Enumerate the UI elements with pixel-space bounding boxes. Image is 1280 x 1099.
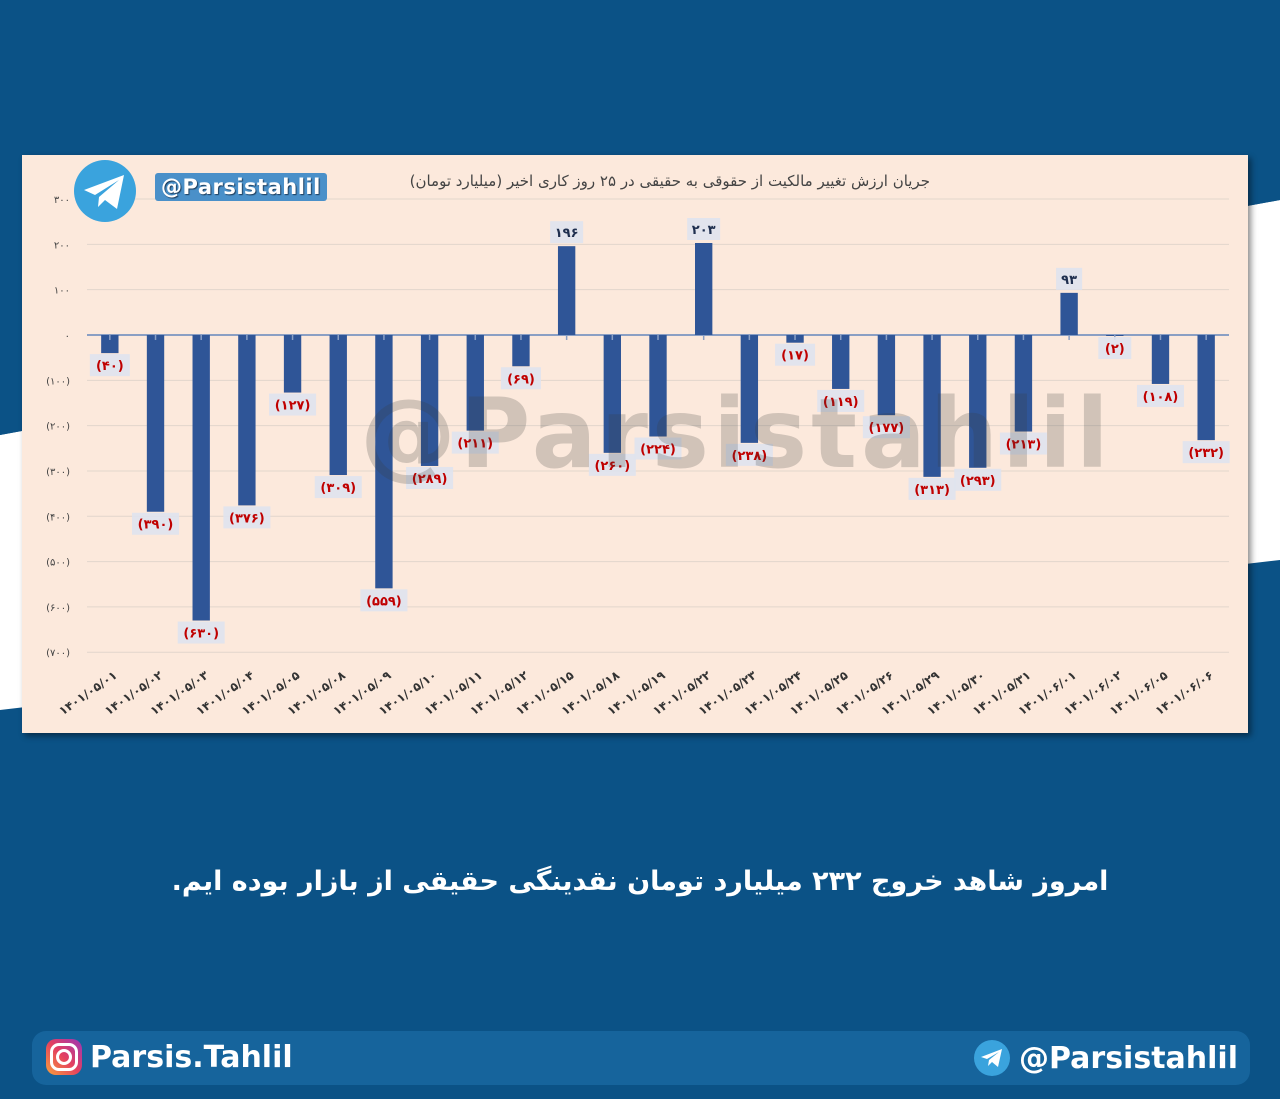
data-label: (۶۳۰): [183, 627, 219, 642]
footer-bar: Parsis.Tahlil @Parsistahlil: [32, 1031, 1250, 1085]
y-tick-label: (۲۰۰): [46, 422, 70, 433]
bar: [969, 335, 987, 468]
bar: [1060, 292, 1078, 335]
bar: [375, 335, 393, 589]
instagram-link[interactable]: Parsis.Tahlil: [46, 1039, 293, 1075]
data-label: (۶۹): [507, 372, 535, 387]
data-label-box: [406, 466, 454, 489]
data-label-box: [500, 367, 541, 390]
y-tick-label: (۷۰۰): [46, 648, 70, 659]
y-tick-label: (۶۰۰): [46, 603, 70, 614]
data-label-box: [360, 589, 408, 612]
instagram-icon: [46, 1039, 82, 1075]
data-label: (۳۹۰): [138, 518, 174, 533]
instagram-handle: Parsis.Tahlil: [90, 1039, 293, 1075]
bar: [740, 335, 759, 443]
y-tick-label: ۲۰۰: [54, 240, 70, 251]
data-label: (۲۹۳): [960, 474, 996, 489]
data-label-box: [451, 431, 499, 454]
data-label-box: [1056, 267, 1083, 290]
data-label: (۲۸۹): [412, 472, 448, 487]
data-label: (۳۷۶): [229, 511, 265, 526]
chart-card: ۳۰۰ ۲۰۰ ۱۰۰ ۰ (۱۰۰) (۲۰۰) (۳۰۰) (۴۰۰) (۵۰۰) (۶۰۰)…: [22, 155, 1248, 733]
data-label: (۱۰۸): [1143, 390, 1179, 405]
data-label-box: [314, 476, 362, 499]
handle-badge: @Parsistahlil: [155, 173, 327, 201]
bar: [512, 335, 530, 367]
data-label: (۲۳۲): [1188, 446, 1224, 461]
bar: [603, 335, 621, 453]
bar: [832, 335, 850, 389]
bar-chart: ۳۰۰ ۲۰۰ ۱۰۰ ۰ (۱۰۰) (۲۰۰) (۳۰۰) (۴۰۰) (۵۰۰) (۶۰۰)…: [46, 195, 1230, 718]
telegram-icon: [74, 160, 136, 222]
bar: [923, 335, 941, 477]
telegram-icon: [973, 1040, 1010, 1076]
data-label: (۴۰): [96, 359, 124, 374]
data-label: (۲۱۳): [1006, 438, 1042, 453]
bar: [649, 335, 667, 437]
data-label: (۲): [1105, 342, 1125, 357]
y-tick-label: ۰: [65, 331, 70, 342]
data-label: (۵۵۹): [366, 594, 402, 609]
data-label: (۲۳۸): [732, 449, 768, 464]
bar: [1197, 335, 1215, 441]
bar: [192, 335, 210, 621]
bar: [329, 335, 347, 476]
bar: [238, 335, 256, 506]
bar: [1014, 335, 1033, 432]
telegram-link[interactable]: @Parsistahlil: [973, 1039, 1238, 1077]
data-label-box: [862, 416, 910, 439]
bar: [877, 335, 896, 416]
y-tick-label: (۳۰۰): [46, 467, 70, 478]
data-label-box: [89, 354, 130, 377]
data-label-box: [954, 468, 1002, 491]
chart-title: جریان ارزش تغییر مالکیت از حقوقی به حقیق…: [409, 172, 930, 190]
bar: [101, 335, 119, 354]
data-label-box: [775, 343, 816, 366]
telegram-handle: @Parsistahlil: [1018, 1040, 1238, 1076]
data-label-box: [1136, 384, 1184, 407]
data-label-box: [908, 477, 956, 500]
data-label: (۱۷۷): [869, 421, 905, 436]
data-label: (۱۱۹): [823, 395, 859, 410]
data-label-box: [999, 432, 1047, 455]
y-tick-label: (۴۰۰): [46, 512, 70, 523]
data-label-box: [132, 512, 180, 535]
data-label: (۳۱۳): [914, 483, 950, 498]
data-label-box: [687, 218, 721, 241]
y-tick-label: ۳۰۰: [54, 195, 70, 206]
data-label-box: [223, 506, 271, 529]
bar: [1151, 335, 1170, 384]
data-label-box: [634, 437, 682, 460]
y-tick-label: ۱۰۰: [54, 286, 70, 297]
data-label-box: [725, 443, 773, 466]
data-label: (۱۲۷): [275, 399, 311, 414]
data-label-box: [550, 221, 584, 244]
data-label-box: [269, 393, 317, 416]
caption-text: امروز شاهد خروج ۲۳۲ میلیارد تومان نقدینگ…: [171, 866, 1109, 897]
bar: [466, 335, 484, 431]
data-label: (۳۰۹): [320, 481, 356, 496]
data-label: (۲۱۱): [457, 437, 493, 452]
data-label-box: [177, 621, 225, 644]
data-label: ۲۰۳: [692, 223, 716, 238]
data-label: ۱۹۶: [555, 226, 579, 241]
watermark-text: @Parsistahlil: [360, 378, 1113, 490]
bar: [283, 335, 302, 393]
bar: [557, 246, 576, 335]
data-label-box: [1098, 337, 1132, 359]
data-label: (۲۶۰): [594, 459, 630, 474]
data-label-box: [817, 389, 865, 412]
bar: [695, 243, 713, 335]
data-label-box: [588, 453, 636, 476]
data-label-box: [1182, 441, 1230, 464]
bar: [420, 335, 439, 466]
y-tick-label: (۵۰۰): [46, 558, 70, 569]
data-label: ۹۳: [1061, 273, 1077, 288]
y-tick-label: (۱۰۰): [46, 376, 70, 387]
bar: [146, 335, 165, 512]
data-label: (۲۲۴): [640, 443, 676, 458]
data-label: (۱۷): [781, 349, 809, 364]
